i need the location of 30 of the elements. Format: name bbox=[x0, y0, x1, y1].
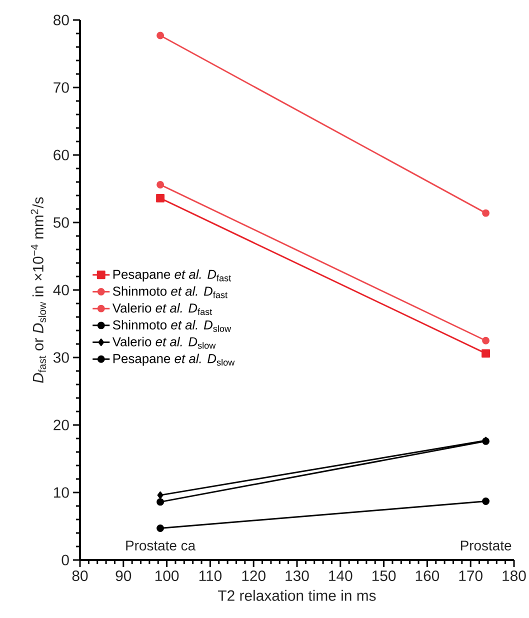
y-tick-label: 30 bbox=[53, 352, 69, 363]
x-tick-label: 110 bbox=[199, 570, 222, 582]
x-tick-label: 90 bbox=[116, 570, 132, 582]
y-tick-label: 60 bbox=[54, 150, 69, 160]
y-tick-label: 0 bbox=[62, 554, 69, 566]
x-tick-label: 130 bbox=[286, 570, 309, 582]
legend-label: Pesapane et al. D$_{fast}$ bbox=[113, 269, 232, 282]
legend-label: Shinmoto et al. D$_{fast}$ bbox=[112, 286, 228, 298]
x-tick-label: 180 bbox=[502, 570, 526, 582]
x-tick-label: 170 bbox=[459, 570, 482, 582]
legend-label: Valerio et al. D$_{fast}$ bbox=[112, 303, 212, 316]
x-tick-label: 160 bbox=[416, 570, 440, 582]
y-tick-label: 50 bbox=[53, 217, 69, 228]
y-tick-label: 80 bbox=[54, 14, 69, 26]
y-tick-label: 70 bbox=[54, 82, 69, 93]
annotation: Prostate bbox=[460, 540, 512, 551]
x-tick-label: 150 bbox=[372, 570, 396, 582]
annotation: Prostate ca bbox=[126, 540, 196, 551]
legend-label: Pesapane et al. D$_{slow}$ bbox=[113, 354, 235, 366]
y-tick-label: 40 bbox=[53, 284, 69, 296]
text: D$_{fast}$ or D$_{slow}$ in ×10$^{−4}$ mm$^{2}$/s bbox=[30, 197, 46, 383]
y-tick-label: 20 bbox=[54, 420, 69, 430]
x-axis-title: T2 relaxation time in ms bbox=[218, 590, 376, 601]
x-tick-label: 120 bbox=[242, 570, 266, 582]
x-tick-label: 140 bbox=[329, 570, 352, 582]
legend-label: Valerio et al. D$_{slow}$ bbox=[112, 336, 216, 349]
y-tick-label: 10 bbox=[54, 487, 69, 498]
x-tick-label: 100 bbox=[155, 570, 179, 582]
x-tick-label: 80 bbox=[72, 570, 88, 582]
legend-label: Shinmoto et al. D$_{slow}$ bbox=[112, 320, 232, 332]
